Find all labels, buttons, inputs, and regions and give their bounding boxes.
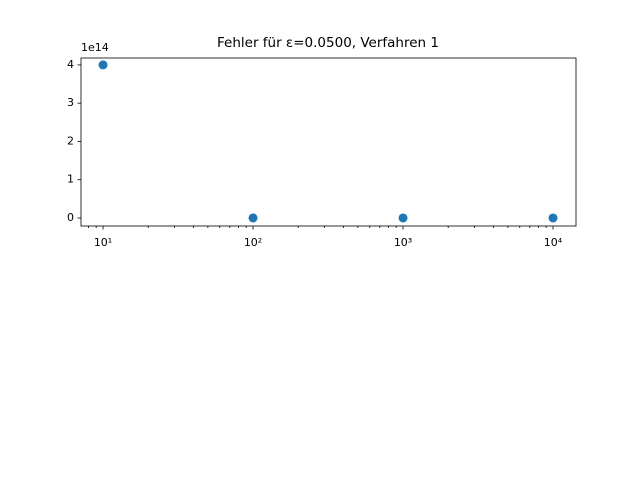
y-offset-label: 1e14: [81, 41, 109, 54]
point: [248, 213, 258, 223]
y-tick-label: 4: [67, 58, 74, 71]
y-tick-label: 0: [67, 211, 74, 224]
y-tick-label: 2: [67, 134, 74, 147]
x-tick-label: 10¹: [94, 236, 112, 249]
axes-frame: [80, 57, 577, 227]
chart-title: Fehler für ε=0.0500, Verfahren 1: [217, 35, 439, 51]
x-tick-label: 10³: [394, 236, 412, 249]
y-tick-label: 1: [67, 173, 74, 186]
x-tick-label: 10²: [244, 236, 262, 249]
y-tick-label: 3: [67, 96, 74, 109]
x-tick-label: 10⁴: [544, 236, 563, 249]
point: [98, 60, 108, 70]
point: [548, 213, 558, 223]
point: [398, 213, 408, 223]
